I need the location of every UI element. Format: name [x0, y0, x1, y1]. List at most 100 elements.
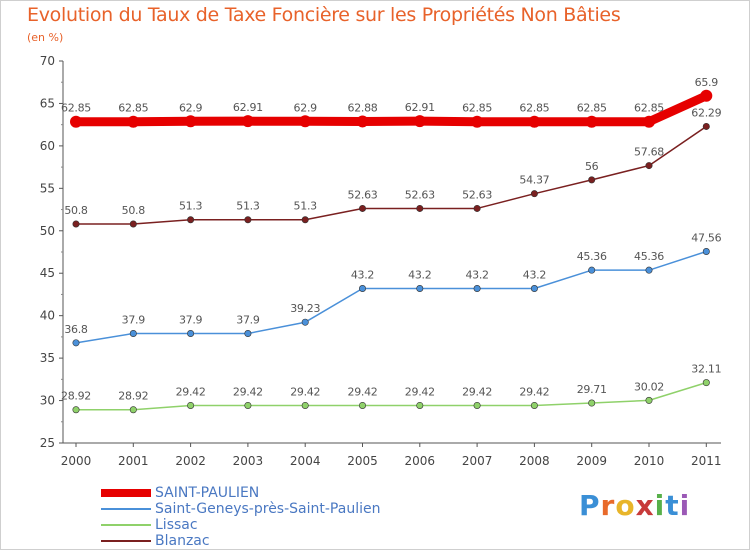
data-point	[241, 115, 254, 128]
data-point	[358, 401, 366, 409]
data-point	[473, 285, 481, 293]
legend-swatch	[101, 540, 151, 542]
data-point	[585, 115, 598, 128]
data-label: 62.9	[294, 101, 318, 114]
y-tick-label: 60	[40, 139, 55, 153]
data-label: 29.42	[176, 385, 206, 398]
data-point	[187, 329, 195, 337]
series-line	[75, 125, 708, 225]
data-label: 28.92	[118, 390, 148, 403]
series-line	[71, 91, 711, 127]
data-point	[129, 406, 137, 414]
data-label: 56	[585, 160, 599, 173]
y-tick-label: 35	[40, 351, 55, 365]
data-point	[645, 396, 653, 404]
data-point	[72, 220, 80, 228]
x-tick-label: 2010	[634, 454, 665, 468]
data-label: 62.9	[179, 101, 203, 114]
logo-letter: x	[635, 489, 655, 522]
data-label: 51.3	[294, 200, 318, 213]
data-label: 43.2	[523, 269, 546, 282]
data-point	[702, 122, 710, 130]
data-point	[588, 399, 596, 407]
data-point	[473, 204, 481, 212]
data-label: 29.42	[405, 385, 435, 398]
data-point	[702, 379, 710, 387]
data-label: 43.2	[408, 269, 431, 282]
data-label: 50.8	[64, 204, 88, 217]
data-label: 28.92	[61, 390, 91, 403]
y-tick-label: 70	[40, 54, 55, 68]
data-point	[187, 216, 195, 224]
x-tick-label: 2003	[233, 454, 264, 468]
data-point	[416, 401, 424, 409]
data-point	[588, 266, 596, 274]
data-label: 62.85	[634, 102, 664, 115]
data-point	[301, 318, 309, 326]
data-label: 62.88	[348, 101, 378, 114]
data-point	[72, 339, 80, 347]
data-label: 30.02	[634, 380, 664, 393]
data-label: 45.36	[577, 250, 607, 263]
logo-letter: t	[665, 489, 680, 522]
data-label: 52.63	[405, 188, 435, 201]
data-point	[645, 266, 653, 274]
legend-item: Saint-Geneys-près-Saint-Paulien	[101, 501, 380, 517]
x-tick-label: 2000	[61, 454, 92, 468]
logo-letter: P	[579, 489, 601, 522]
y-tick-label: 65	[40, 96, 55, 110]
data-label: 29.42	[462, 385, 492, 398]
data-label: 62.85	[61, 102, 91, 115]
data-label: 45.36	[634, 250, 664, 263]
data-label: 47.56	[691, 231, 721, 244]
series-line	[75, 250, 708, 344]
legend-swatch	[101, 489, 151, 497]
y-tick-label: 45	[40, 266, 55, 280]
data-point	[700, 89, 713, 102]
series-line	[75, 381, 708, 411]
legend-item: Lissac	[101, 517, 380, 533]
data-label: 32.11	[691, 363, 721, 376]
data-label: 62.85	[462, 102, 492, 115]
legend-label: Saint-Geneys-près-Saint-Paulien	[155, 501, 381, 517]
x-tick-label: 2007	[462, 454, 493, 468]
x-tick-label: 2009	[576, 454, 607, 468]
data-point	[356, 115, 369, 128]
data-label: 62.91	[233, 101, 263, 114]
data-point	[473, 401, 481, 409]
data-point	[299, 115, 312, 128]
logo-letter: i	[654, 489, 666, 522]
data-point	[244, 401, 252, 409]
data-label: 62.85	[577, 102, 607, 115]
x-tick-label: 2001	[118, 454, 149, 468]
data-label: 62.29	[691, 106, 721, 119]
data-point	[301, 216, 309, 224]
data-label: 43.2	[351, 269, 374, 282]
data-point	[530, 190, 538, 198]
data-label: 51.3	[236, 200, 260, 213]
data-label: 51.3	[179, 200, 203, 213]
logo-letter: r	[600, 489, 616, 522]
x-tick-label: 2006	[405, 454, 436, 468]
data-label: 37.9	[122, 313, 146, 326]
legend-item: Blanzac	[101, 533, 380, 549]
chart-legend: SAINT-PAULIEN Saint-Geneys-près-Saint-Pau…	[101, 485, 380, 549]
data-point	[72, 406, 80, 414]
x-tick-label: 2011	[691, 454, 722, 468]
data-label: 62.85	[519, 102, 549, 115]
data-point	[127, 115, 140, 128]
data-point	[530, 285, 538, 293]
data-label: 36.8	[64, 323, 88, 336]
proxiti-logo: Proxiti	[579, 489, 690, 522]
data-point	[702, 247, 710, 255]
data-label: 29.42	[290, 385, 320, 398]
x-tick-label: 2004	[290, 454, 321, 468]
data-label: 50.8	[122, 204, 146, 217]
data-label: 43.2	[465, 269, 488, 282]
y-tick-label: 25	[40, 436, 55, 450]
x-tick-label: 2005	[347, 454, 378, 468]
chart-unit: (en %)	[27, 31, 64, 44]
data-point	[358, 204, 366, 212]
